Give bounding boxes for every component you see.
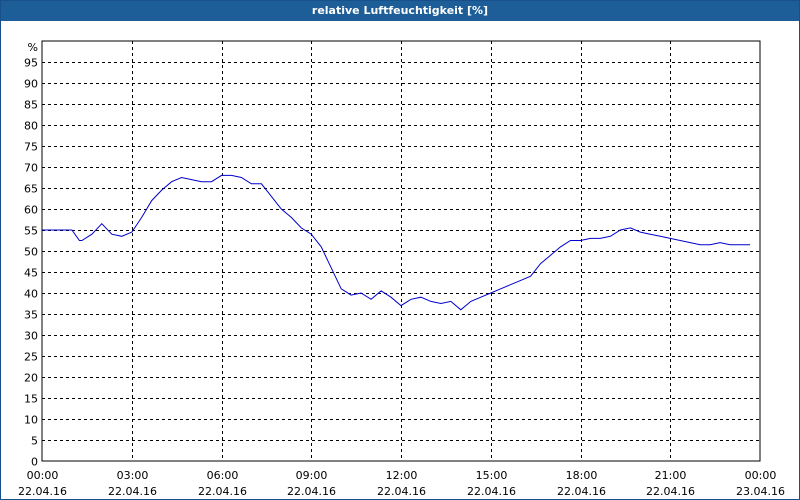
x-tick-time: 09:00: [296, 469, 328, 482]
y-tick-label: 95: [24, 57, 38, 70]
y-tick-label: 90: [24, 78, 38, 91]
x-tick-date: 22.04.16: [108, 485, 157, 498]
y-tick-label: 70: [24, 162, 38, 175]
x-tick-time: 15:00: [476, 469, 508, 482]
y-tick-label: 75: [24, 141, 38, 154]
y-tick-label: 80: [24, 120, 38, 133]
x-tick-date: 22.04.16: [377, 485, 426, 498]
y-tick-labels: 0 5 10 15 20 25 30 35 40 45 50 55 60 65 70 75 80 85 90 95: [24, 57, 38, 469]
x-tick-date: 23.04.16: [736, 485, 785, 498]
y-tick-label: 85: [24, 99, 38, 112]
y-tick-label: 55: [24, 225, 38, 238]
x-tick-date: 22.04.16: [198, 485, 247, 498]
x-tick-date: 22.04.16: [557, 485, 606, 498]
y-tick-label: 60: [24, 204, 38, 217]
x-tick-date: 22.04.16: [18, 485, 67, 498]
y-tick-label: 45: [24, 267, 38, 280]
x-tick-date: 22.04.16: [467, 485, 516, 498]
y-tick-label: 5: [31, 435, 38, 448]
x-tick-time: 00:00: [27, 469, 59, 482]
grid-layer: [41, 40, 761, 462]
x-tick-time: 06:00: [207, 469, 239, 482]
y-tick-label: 65: [24, 183, 38, 196]
x-tick-labels: 00:00 22.04.16 03:00 22.04.16 06:00 22.04.16 0…: [18, 469, 785, 498]
x-tick-time: 03:00: [117, 469, 149, 482]
y-tick-label: 15: [24, 393, 38, 406]
y-tick-label: 35: [24, 309, 38, 322]
chart-title: relative Luftfeuchtigkeit [%]: [1, 1, 799, 21]
y-tick-label: 10: [24, 414, 38, 427]
y-tick-label: 30: [24, 330, 38, 343]
y-tick-label: 25: [24, 351, 38, 364]
x-tick-date: 22.04.16: [646, 485, 695, 498]
series-line-humidity: [42, 174, 750, 311]
y-axis-unit: %: [28, 41, 38, 54]
x-tick-time: 12:00: [386, 469, 418, 482]
x-tick-time: 18:00: [566, 469, 598, 482]
x-tick-time: 00:00: [745, 469, 777, 482]
x-tick-time: 21:00: [655, 469, 687, 482]
y-tick-label: 40: [24, 288, 38, 301]
y-tick-label: 0: [31, 456, 38, 469]
x-tick-date: 22.04.16: [287, 485, 336, 498]
y-tick-label: 20: [24, 372, 38, 385]
y-tick-label: 50: [24, 246, 38, 259]
